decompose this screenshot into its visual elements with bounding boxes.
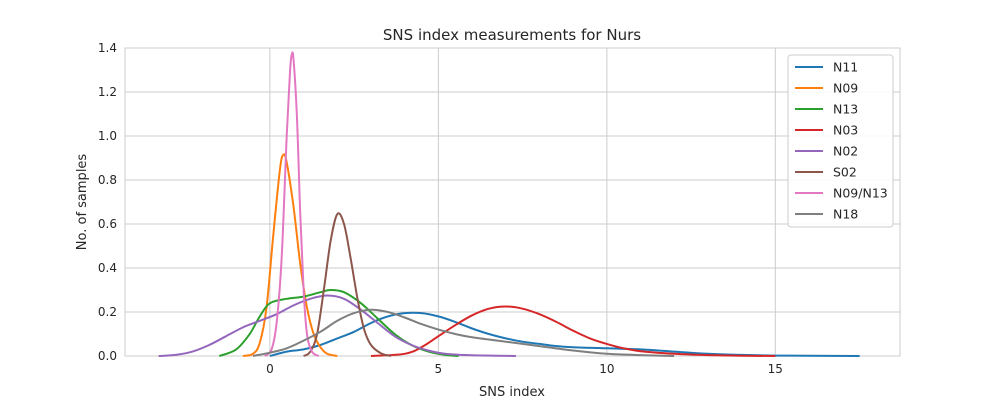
series-layer [158, 51, 860, 357]
legend-label: N11 [833, 60, 858, 75]
x-tick-label: 5 [435, 362, 443, 376]
legend-label: N13 [833, 102, 858, 117]
y-tick-label: 0.6 [98, 217, 117, 231]
legend-label: N09/N13 [833, 186, 888, 201]
y-tick-label: 0.4 [98, 261, 117, 275]
x-axis-label: SNS index [479, 385, 545, 400]
series-line-n11 [269, 311, 860, 357]
y-tick-label: 0.8 [98, 173, 117, 187]
x-tick-labels: 0 5 10 15 [266, 362, 783, 376]
x-tick-label: 0 [266, 362, 274, 376]
legend-label: N09 [833, 81, 858, 96]
y-tick-label: 0.0 [98, 349, 117, 363]
y-tick-label: 1.4 [98, 41, 117, 55]
legend-label: N03 [833, 123, 858, 138]
legend-label: N18 [833, 207, 858, 222]
series-line-n09 [242, 153, 338, 357]
series-line-n03 [370, 305, 776, 357]
legend-label: S02 [833, 165, 857, 180]
series-line-n09-n13 [264, 51, 320, 357]
series-line-n02 [158, 294, 516, 357]
y-axis-label: No. of samples [75, 154, 90, 251]
x-tick-label: 10 [599, 362, 614, 376]
chart-title: SNS index measurements for Nurs [383, 26, 641, 44]
y-tick-label: 1.0 [98, 129, 117, 143]
series-line-n18 [252, 308, 675, 357]
x-tick-label: 15 [768, 362, 783, 376]
y-tick-label: 0.2 [98, 305, 117, 319]
legend-box [787, 54, 894, 228]
y-tick-label: 1.2 [98, 85, 117, 99]
plot-area [124, 47, 901, 357]
legend: N11 N09 N13 N03 N02 S02 N09/N13 N18 [787, 54, 894, 228]
legend-label: N02 [833, 144, 858, 159]
y-tick-labels: 0.0 0.2 0.4 0.6 0.8 1.0 1.2 1.4 [98, 41, 117, 363]
